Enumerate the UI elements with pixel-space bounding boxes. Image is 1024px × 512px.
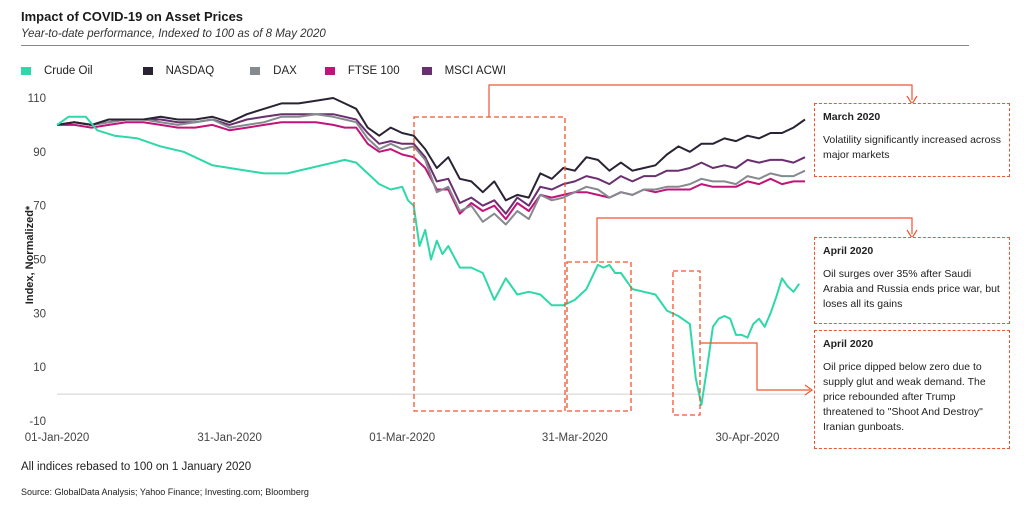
legend-item-crude-oil: Crude Oil bbox=[21, 65, 123, 77]
callout-april-surge-title: April 2020 bbox=[823, 245, 874, 257]
y-tick-label: 50 bbox=[33, 255, 46, 267]
series-line-ftse-100 bbox=[57, 121, 805, 221]
x-tick-label: 01-Jan-2020 bbox=[25, 432, 90, 444]
legend-swatch-msci-acwi bbox=[421, 67, 432, 75]
highlight-box-oil-surge bbox=[566, 261, 632, 412]
series-line-crude-oil bbox=[56, 115, 801, 406]
legend-swatch-crude-oil bbox=[21, 67, 31, 75]
legend-item-dax: DAX bbox=[250, 65, 305, 77]
callout-march-title: March 2020 bbox=[823, 111, 881, 123]
series-line-msci-acwi bbox=[56, 113, 806, 215]
callout-april-surge-text: Oil surges over 35% after Saudi Arabia a… bbox=[823, 268, 1000, 310]
legend-label-crude-oil: Crude Oil bbox=[44, 65, 93, 77]
source-line: Source: GlobalData Analysis; Yahoo Finan… bbox=[21, 487, 309, 497]
rebase-note: All indices rebased to 100 on 1 January … bbox=[21, 461, 252, 473]
legend-swatch-nasdaq bbox=[142, 67, 153, 75]
legend-label-msci-acwi: MSCI ACWI bbox=[444, 65, 506, 77]
connector-oil-below-zero-arrow bbox=[804, 384, 814, 396]
chart-subtitle: Year-to-date performance, Indexed to 100… bbox=[21, 28, 326, 40]
chart-title: Impact of COVID-19 on Asset Prices bbox=[21, 9, 244, 24]
y-tick-label: 110 bbox=[28, 93, 46, 105]
legend-label-nasdaq: NASDAQ bbox=[165, 65, 215, 77]
y-tick-label: 10 bbox=[33, 362, 46, 374]
x-tick-label: 31-Jan-2020 bbox=[197, 432, 262, 444]
legend-item-msci-acwi: MSCI ACWI bbox=[421, 65, 506, 77]
y-tick-label: 90 bbox=[33, 147, 46, 159]
connector-oil-below-zero bbox=[700, 342, 810, 391]
callout-march-2020: March 2020 Volatility significantly incr… bbox=[814, 103, 1010, 177]
legend-swatch-dax bbox=[250, 67, 261, 75]
callout-april-below-zero-title: April 2020 bbox=[823, 338, 874, 350]
callout-april-2020-below-zero: April 2020 Oil price dipped below zero d… bbox=[814, 330, 1010, 449]
legend-swatch-ftse-100 bbox=[324, 67, 335, 75]
legend-item-nasdaq: NASDAQ bbox=[142, 65, 231, 77]
y-axis-label: Index, Normalized* bbox=[24, 205, 36, 304]
connector-oil-surge bbox=[596, 217, 913, 262]
y-tick-label: 70 bbox=[33, 201, 46, 213]
y-tick-label: 30 bbox=[33, 308, 46, 320]
legend: Crude Oil NASDAQ DAX FTSE 100 MSCI ACWI bbox=[21, 64, 526, 78]
x-tick-label: 30-Apr-2020 bbox=[715, 432, 779, 444]
highlight-box-march bbox=[413, 116, 566, 412]
callout-april-2020-surge: April 2020 Oil surges over 35% after Sau… bbox=[814, 237, 1010, 324]
series-line-nasdaq bbox=[56, 97, 806, 202]
title-divider bbox=[21, 45, 969, 46]
legend-label-dax: DAX bbox=[273, 65, 297, 77]
highlight-box-oil-below-zero bbox=[672, 270, 701, 416]
callout-april-below-zero-text: Oil price dipped below zero due to suppl… bbox=[823, 361, 986, 433]
callout-march-text: Volatility significantly increased acros… bbox=[823, 134, 1001, 161]
y-tick-label: -10 bbox=[29, 416, 46, 428]
x-tick-label: 31-Mar-2020 bbox=[542, 432, 608, 444]
legend-item-ftse-100: FTSE 100 bbox=[324, 65, 402, 77]
connector-march bbox=[488, 84, 913, 117]
legend-label-ftse-100: FTSE 100 bbox=[347, 65, 400, 77]
series-line-dax bbox=[56, 113, 806, 226]
x-tick-label: 01-Mar-2020 bbox=[369, 432, 435, 444]
